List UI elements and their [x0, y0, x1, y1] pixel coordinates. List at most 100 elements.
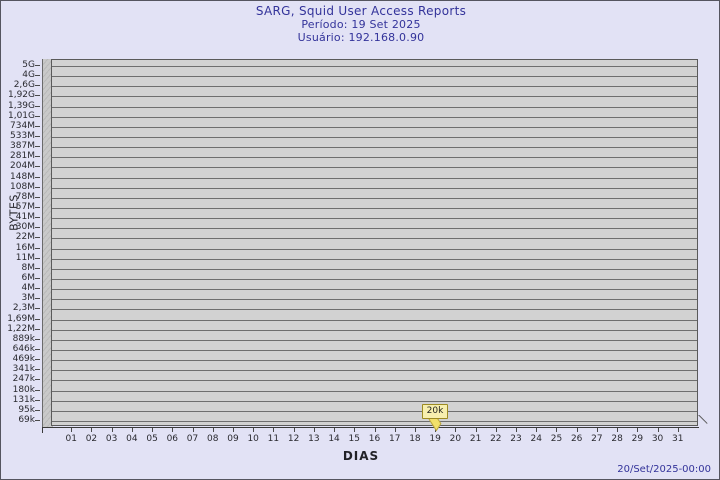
plot-side-wall: [42, 59, 53, 427]
y-axis-tick-label: 6M: [21, 273, 36, 283]
gridline: [52, 137, 697, 138]
gridline: [52, 187, 697, 189]
gridline: [52, 339, 697, 341]
y-axis-tick-label: 341k: [12, 364, 35, 375]
gridline: [52, 390, 697, 392]
y-axis-tick-mark: [35, 237, 40, 239]
gridline: [52, 208, 697, 209]
y-axis-tick-mark: [35, 409, 40, 411]
x-axis-tick-label: 30: [651, 434, 664, 444]
y-axis-tick-label: 281M: [10, 151, 35, 162]
y-axis-tick-mark: [35, 278, 40, 279]
gridline: [52, 96, 697, 98]
gridline: [52, 248, 697, 250]
y-axis-tick-mark: [35, 420, 40, 421]
x-axis-tick-label: 16: [368, 434, 381, 444]
gridline: [52, 400, 697, 402]
x-axis-tick-label: 31: [672, 434, 684, 444]
x-axis-tick-mark: [354, 428, 356, 432]
y-axis-tick-label: 57M: [15, 202, 35, 212]
x-axis-tick-mark: [617, 428, 619, 432]
x-axis-tick-mark: [172, 428, 174, 432]
gridline: [52, 157, 697, 159]
y-axis-tick-label: 1,39G: [7, 100, 35, 111]
x-axis-tick-mark: [232, 428, 234, 432]
gridline: [52, 66, 697, 67]
x-axis-tick-label: 09: [227, 434, 239, 444]
gridline: [52, 319, 697, 321]
y-axis-tick-label: 646k: [12, 344, 35, 354]
y-axis-tick-mark: [35, 146, 40, 148]
x-axis-tick-label: 13: [308, 434, 320, 444]
y-axis-tick-mark: [35, 379, 40, 381]
gridline: [52, 350, 697, 351]
y-axis-tick-label: 30M: [15, 222, 35, 233]
x-axis-tick-mark: [516, 428, 518, 432]
x-axis-tick-label: 06: [166, 434, 179, 444]
y-axis-tick-label: 148M: [10, 171, 35, 182]
gridline: [52, 126, 697, 128]
y-axis-tick-mark: [35, 247, 40, 249]
y-axis-tick-label: 5G: [22, 60, 35, 70]
y-axis-tick-mark: [35, 176, 40, 178]
x-axis-tick-label: 21: [469, 434, 482, 444]
y-axis-tick-label: 108M: [10, 181, 35, 192]
y-axis-tick-label: 387M: [10, 141, 35, 152]
x-axis-tick-mark: [91, 428, 93, 432]
y-axis-tick-mark: [35, 349, 40, 350]
gridline: [52, 329, 697, 331]
x-axis-tick-label: 02: [85, 434, 98, 444]
gridline: [52, 360, 697, 362]
y-axis-tick-mark: [35, 328, 40, 330]
x-axis-tick-label: 15: [348, 434, 360, 444]
x-axis-tick-label: 08: [207, 434, 219, 444]
x-axis-tick-mark: [273, 428, 275, 432]
report-period: Período: 19 Set 2025: [301, 18, 421, 31]
y-axis-tick-mark: [35, 75, 40, 77]
y-axis-tick-label: 78M: [15, 191, 35, 202]
x-axis-tick-label: 03: [105, 434, 118, 444]
x-axis-tick-label: 10: [247, 434, 259, 444]
x-axis-tick-label: 28: [611, 434, 623, 444]
x-axis-tick-label: 01: [65, 434, 77, 444]
y-axis-tick-label: 180k: [12, 384, 35, 395]
y-axis-tick-mark: [35, 288, 40, 290]
x-axis-tick-mark: [475, 428, 477, 432]
y-axis-tick-mark: [35, 227, 40, 229]
x-axis-tick-mark: [637, 428, 639, 432]
plot-area: [42, 59, 699, 427]
x-axis-tick-mark: [394, 428, 396, 432]
gridline: [52, 268, 697, 270]
y-axis-tick-mark: [35, 257, 40, 259]
y-axis-tick-label: 204M: [10, 161, 35, 172]
y-axis-tick-label: 889k: [12, 333, 35, 344]
gridline: [52, 167, 697, 169]
y-axis-tick-mark: [35, 196, 40, 198]
x-axis-tick-label: 04: [126, 434, 138, 444]
x-axis-tick-mark: [253, 428, 255, 432]
x-axis-tick-label: 07: [186, 434, 199, 444]
page-title: SARG, Squid User Access Reports: [255, 4, 467, 18]
y-axis-tick-mark: [35, 308, 40, 310]
y-axis-tick-mark: [35, 267, 40, 269]
x-axis-tick-label: 24: [530, 434, 542, 444]
gridline: [52, 116, 697, 118]
y-axis-tick-mark: [35, 85, 40, 87]
x-axis-tick-label: 18: [409, 434, 421, 444]
report-timestamp: 20/Set/2025-00:00: [617, 464, 711, 475]
x-axis-tick-mark: [111, 428, 113, 432]
x-axis-tick-mark: [495, 428, 497, 432]
x-axis-tick-label: 25: [550, 434, 563, 444]
gridline: [52, 238, 697, 240]
gridline: [52, 197, 697, 199]
y-axis-tick-mark: [35, 318, 40, 320]
x-axis-tick-label: 12: [287, 434, 300, 444]
y-axis-tick-mark: [35, 217, 40, 219]
x-axis-label: DIAS: [342, 449, 380, 463]
x-axis-tick-mark: [657, 428, 659, 432]
y-axis-tick-mark: [35, 115, 40, 117]
y-axis-tick-label: 2,3M: [12, 303, 35, 314]
gridline: [52, 309, 697, 311]
x-axis-tick-mark: [131, 428, 133, 432]
